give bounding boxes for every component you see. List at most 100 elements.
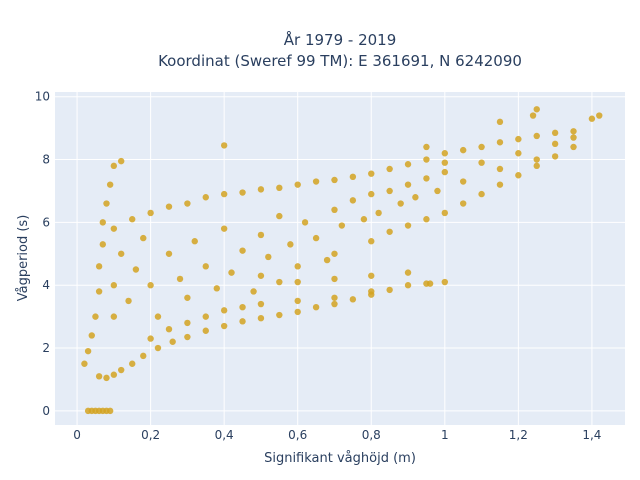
y-tick-label: 10 <box>35 90 50 104</box>
data-point <box>220 322 228 330</box>
data-point <box>129 360 136 367</box>
data-point <box>386 228 393 235</box>
data-point <box>117 250 125 257</box>
data-point <box>257 231 265 239</box>
x-tick-label: 0,4 <box>215 428 234 442</box>
y-tick-label: 4 <box>42 278 50 292</box>
plot-area <box>55 92 625 425</box>
data-point <box>165 325 173 333</box>
data-point <box>129 216 136 223</box>
y-axis-title: Vågperiod (s) <box>16 215 31 302</box>
data-point <box>368 288 375 295</box>
data-point <box>331 300 338 308</box>
data-point <box>250 288 257 295</box>
x-tick-label: 1,4 <box>582 428 601 442</box>
data-point <box>92 313 99 320</box>
data-point <box>95 288 103 295</box>
data-point <box>154 344 162 352</box>
data-point <box>368 238 375 245</box>
data-point <box>202 194 209 201</box>
data-point <box>228 269 235 276</box>
y-tick-label: 8 <box>42 153 50 167</box>
data-point <box>441 159 449 166</box>
data-point <box>294 308 301 316</box>
data-point <box>276 311 283 319</box>
x-tick-label: 1,2 <box>509 428 528 442</box>
data-point <box>95 263 103 270</box>
data-point <box>239 318 246 325</box>
data-point <box>551 153 559 160</box>
data-point <box>154 313 162 320</box>
data-point <box>220 142 228 149</box>
data-point <box>331 176 338 184</box>
y-tick-label: 0 <box>42 404 50 418</box>
data-point <box>331 275 338 283</box>
data-point <box>459 200 467 207</box>
data-point <box>441 209 449 217</box>
data-point <box>515 135 522 143</box>
data-point <box>441 168 449 176</box>
data-point <box>515 172 522 179</box>
data-point <box>88 332 95 339</box>
data-point <box>404 161 412 168</box>
data-point <box>110 371 118 378</box>
data-point <box>426 280 434 287</box>
data-point <box>276 212 283 220</box>
data-point <box>404 222 412 229</box>
x-axis-title: Signifikant våghöjd (m) <box>264 451 416 466</box>
data-point <box>294 278 301 286</box>
data-point <box>404 282 412 289</box>
data-point <box>257 314 265 322</box>
x-tick-label: 0,8 <box>362 428 381 442</box>
data-point <box>239 189 246 196</box>
data-point <box>441 150 449 157</box>
data-point <box>165 203 173 210</box>
data-point <box>496 139 504 146</box>
data-point <box>81 360 88 367</box>
data-point <box>106 181 114 188</box>
data-point <box>349 197 357 204</box>
data-point <box>147 335 154 342</box>
data-point <box>140 234 147 242</box>
data-point <box>257 272 265 279</box>
data-point <box>478 159 485 166</box>
data-point <box>184 200 191 207</box>
data-point <box>169 338 176 345</box>
data-point <box>570 128 577 135</box>
data-point <box>140 352 147 360</box>
data-point <box>496 165 504 173</box>
data-point <box>529 112 537 119</box>
data-point <box>533 106 540 113</box>
x-tick-label: 0 <box>73 428 81 442</box>
data-point <box>338 222 346 229</box>
data-point <box>103 374 110 382</box>
data-points <box>81 106 603 415</box>
data-point <box>287 241 294 248</box>
data-point <box>412 194 419 201</box>
data-point <box>551 140 559 148</box>
data-point <box>588 115 596 122</box>
data-point <box>423 143 430 151</box>
data-point <box>103 200 110 207</box>
data-point <box>84 347 92 355</box>
data-point <box>95 373 103 380</box>
data-point <box>184 333 191 341</box>
data-point <box>478 190 485 198</box>
data-point <box>570 143 577 151</box>
data-point <box>147 209 154 217</box>
data-point <box>117 366 125 374</box>
data-point <box>312 234 320 242</box>
chart-title-line-1: År 1979 - 2019 <box>284 30 397 49</box>
data-point <box>110 313 118 320</box>
data-point <box>349 173 357 181</box>
data-point <box>176 275 184 283</box>
data-point <box>265 253 272 261</box>
data-point <box>294 297 301 305</box>
data-point <box>533 132 540 140</box>
data-point <box>349 296 357 303</box>
data-point <box>257 186 265 193</box>
data-point <box>213 285 221 292</box>
data-point <box>368 170 375 177</box>
data-point <box>386 286 393 294</box>
data-point <box>423 216 430 223</box>
